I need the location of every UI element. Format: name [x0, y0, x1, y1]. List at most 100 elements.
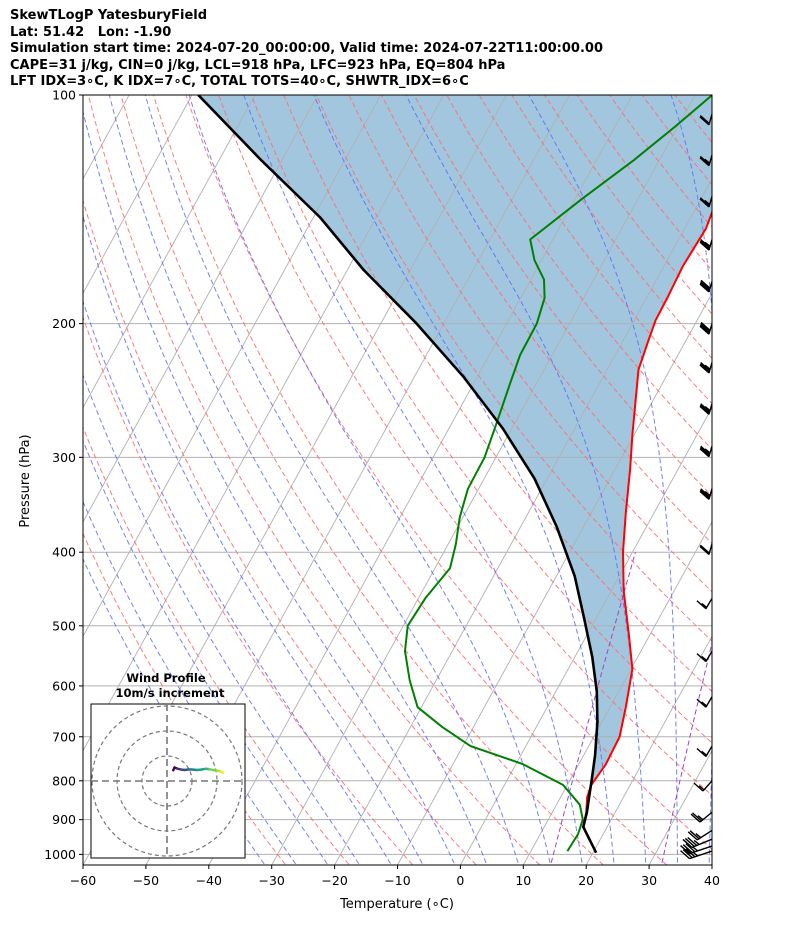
x-tick-label: 10 — [515, 873, 531, 888]
barb-half-flag — [704, 490, 711, 497]
inset-subtitle: 10m/s increment — [116, 686, 225, 700]
barb-flag — [700, 323, 711, 333]
time-line: Simulation start time: 2024-07-20_00:00:… — [10, 41, 603, 57]
barb-flag — [699, 324, 710, 334]
barb-staff — [689, 845, 713, 855]
y-tick-label: 900 — [52, 812, 76, 827]
barb-half-flag — [693, 839, 700, 846]
barb-half-flag — [695, 833, 702, 839]
wind-barb — [696, 745, 713, 758]
barb-flag — [699, 363, 710, 373]
y-tick-label: 200 — [52, 316, 76, 331]
moist-adiabat — [83, 439, 329, 865]
moist-adiabat — [740, 95, 780, 871]
x-tick-label: −60 — [70, 873, 96, 888]
barb-flag — [699, 544, 710, 554]
barb-flag — [680, 845, 690, 855]
barb-flag — [685, 843, 696, 853]
barb-staff — [702, 780, 713, 792]
barb-half-flag — [701, 750, 708, 756]
barb-half-flag — [704, 448, 711, 454]
barb-flag — [682, 844, 693, 854]
isotherm-line — [83, 95, 382, 638]
y-tick-label: 400 — [52, 545, 76, 560]
barb-flag — [689, 830, 700, 840]
barb-half-flag — [701, 701, 708, 707]
x-tick-label: −10 — [384, 873, 410, 888]
barb-flag — [699, 198, 710, 208]
isotherm-line — [0, 95, 66, 871]
x-tick-label: −40 — [196, 873, 222, 888]
barb-flag — [696, 653, 707, 663]
wind-barb — [699, 239, 713, 251]
wind-barb — [693, 780, 713, 792]
barb-half-flag — [704, 199, 711, 206]
y-tick-label: 1000 — [44, 847, 76, 862]
index-line: LFT IDX=3∘C, K IDX=7∘C, TOTAL TOTS=40∘C,… — [10, 74, 469, 90]
y-tick-label: 800 — [52, 773, 76, 788]
wind-barb — [699, 403, 713, 415]
isotherm-line — [271, 95, 696, 865]
barb-flag — [699, 157, 710, 167]
barb-flag — [699, 405, 710, 415]
barb-flag — [684, 837, 695, 847]
isotherm-line — [585, 635, 712, 865]
hodograph-segment — [219, 770, 225, 774]
isotherm-line — [711, 864, 712, 865]
barb-flag — [692, 812, 702, 822]
y-axis-label: Pressure (hPa) — [18, 434, 33, 527]
barb-staff — [691, 838, 713, 849]
moist-adiabat — [243, 95, 583, 865]
x-tick-label: −30 — [259, 873, 285, 888]
y-tick-label: 500 — [52, 618, 76, 633]
stability-line: CAPE=31 j/kg, CIN=0 j/kg, LCL=918 hPa, L… — [10, 57, 506, 73]
wind-barb — [699, 488, 713, 500]
barb-half-flag — [704, 364, 711, 370]
barb-flag — [682, 838, 693, 848]
barb-flag — [699, 116, 710, 126]
y-tick-label: 700 — [52, 729, 76, 744]
barb-half-flag — [704, 405, 711, 412]
moist-adiabat — [83, 373, 361, 865]
wind-barb — [699, 279, 713, 293]
isotherm-line — [83, 95, 319, 523]
dry-adiabat — [83, 199, 477, 865]
barb-flag — [699, 446, 710, 456]
barb-half-flag — [697, 815, 704, 821]
barb-flag — [699, 240, 710, 250]
barb-flag — [699, 545, 710, 555]
barb-flag — [700, 445, 711, 455]
parcel-line — [197, 95, 599, 854]
barb-half-flag — [704, 158, 711, 164]
barb-flag — [699, 325, 710, 335]
wind-barb — [699, 321, 713, 335]
barb-flag — [696, 600, 707, 610]
barb-flag — [693, 782, 704, 792]
moist-adiabat — [144, 95, 520, 865]
wind-barb — [680, 843, 713, 855]
chart-title-block: SkewTLogP YatesburyField Lat: 51.42 Lon:… — [10, 8, 603, 91]
isotherm-line — [522, 521, 712, 865]
barb-flag — [687, 836, 698, 846]
barb-flag — [699, 490, 710, 500]
barb-flag — [687, 831, 698, 841]
dry-adiabat — [120, 95, 604, 865]
dry-adiabat — [87, 95, 541, 865]
barb-flag — [690, 813, 701, 823]
dry-adiabat — [413, 95, 712, 497]
dry-adiabat — [348, 95, 712, 593]
dry-adiabat — [83, 315, 414, 865]
dry-adiabat — [283, 95, 712, 693]
dry-adiabat — [185, 95, 712, 850]
barb-flag — [682, 849, 693, 859]
wind-barb — [696, 650, 713, 663]
dry-adiabat — [152, 95, 668, 865]
wind-barbs — [680, 114, 713, 860]
wind-barb — [699, 361, 713, 374]
barb-staff — [699, 811, 713, 823]
profile-lines — [197, 95, 712, 854]
barb-flag — [700, 239, 711, 249]
barb-flag — [700, 488, 711, 498]
wind-profile-inset: Wind Profile 10m/s increment — [90, 671, 246, 859]
